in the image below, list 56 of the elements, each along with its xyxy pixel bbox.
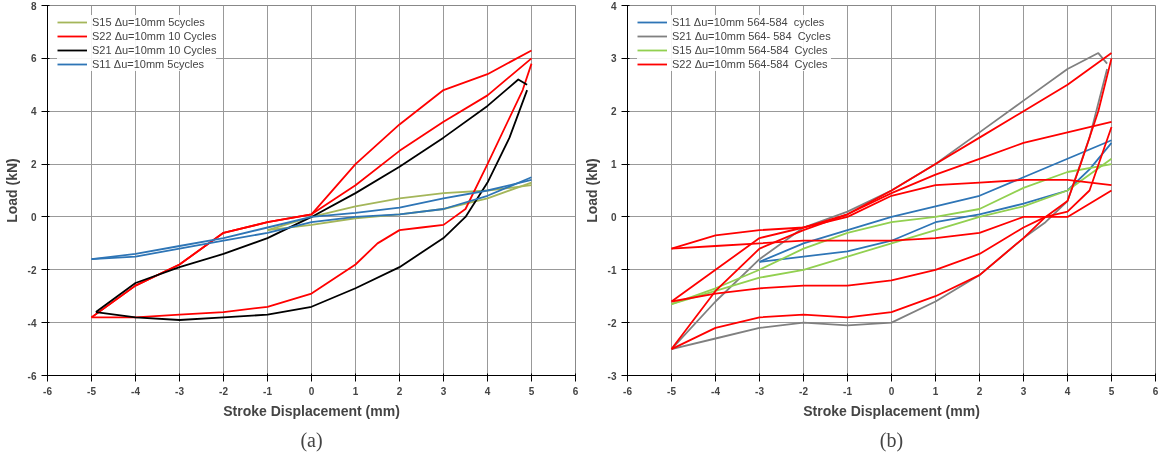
x-tick-label: 4 [484, 385, 491, 397]
x-tick-label: 5 [528, 385, 535, 397]
legend-label: S22 Δu=10mm 564-584 Cycles [672, 57, 828, 71]
x-tick-label: -2 [799, 385, 809, 397]
legend-label: S15 Δu=10mm 5cycles [92, 15, 205, 29]
x-tick-label: 3 [440, 385, 447, 397]
y-tick-label: -6 [27, 370, 37, 382]
y-tick-label: 8 [30, 0, 37, 12]
x-axis-title: Stroke Displacement (mm) [803, 402, 980, 419]
x-tick-label: -4 [131, 385, 141, 397]
y-tick-label: -2 [27, 264, 37, 276]
y-tick-label: 2 [610, 106, 617, 118]
y-tick-label: 1 [610, 159, 617, 171]
text: (a) [300, 428, 323, 452]
y-tick-label: 3 [610, 53, 617, 65]
y-tick-label: -3 [607, 370, 617, 382]
legend-label: S22 Δu=10mm 10 Cycles [92, 29, 217, 43]
x-tick-label: -5 [87, 385, 97, 397]
x-tick-label: -1 [843, 385, 853, 397]
x-tick-label: -4 [711, 385, 721, 397]
x-tick-label: -1 [263, 385, 273, 397]
y-axis-title: Load (kN) [583, 158, 600, 223]
x-axis-title: Stroke Displacement (mm) [223, 402, 400, 419]
x-tick-label: 3 [1020, 385, 1027, 397]
legend-label: S11 Δu=10mm 5cycles [92, 57, 204, 71]
x-tick-label: 6 [572, 385, 579, 397]
x-tick-label: 0 [308, 385, 315, 397]
y-tick-label: 4 [610, 0, 617, 12]
legend-label: S15 Δu=10mm 564-584 Cycles [672, 43, 828, 57]
x-tick-label: -6 [623, 385, 633, 397]
text: (b) [879, 428, 904, 452]
x-tick-label: 5 [1108, 385, 1115, 397]
legend-label: S21 Δu=10mm 564- 584 Cycles [672, 29, 831, 43]
x-tick-label: 1 [352, 385, 359, 397]
y-tick-label: 0 [610, 211, 617, 223]
y-tick-label: 6 [30, 53, 37, 65]
y-tick-label: 4 [30, 106, 37, 118]
x-tick-label: 4 [1064, 385, 1071, 397]
legend-label: S21 Δu=10mm 10 Cycles [92, 43, 217, 57]
x-tick-label: -6 [43, 385, 53, 397]
x-tick-label: 1 [932, 385, 939, 397]
legend-label: S11 Δu=10mm 564-584 cycles [672, 15, 825, 29]
x-tick-label: 2 [976, 385, 983, 397]
x-tick-label: -3 [755, 385, 765, 397]
x-tick-label: -3 [175, 385, 185, 397]
y-axis-title: Load (kN) [3, 158, 20, 223]
y-tick-label: -2 [607, 317, 617, 329]
x-tick-label: 2 [396, 385, 403, 397]
x-tick-label: 6 [1152, 385, 1159, 397]
y-tick-label: 2 [30, 159, 37, 171]
y-tick-label: -4 [27, 317, 37, 329]
y-tick-label: 0 [30, 211, 37, 223]
x-tick-label: -5 [667, 385, 677, 397]
x-tick-label: -2 [219, 385, 229, 397]
y-tick-label: -1 [607, 264, 617, 276]
x-tick-label: 0 [888, 385, 895, 397]
